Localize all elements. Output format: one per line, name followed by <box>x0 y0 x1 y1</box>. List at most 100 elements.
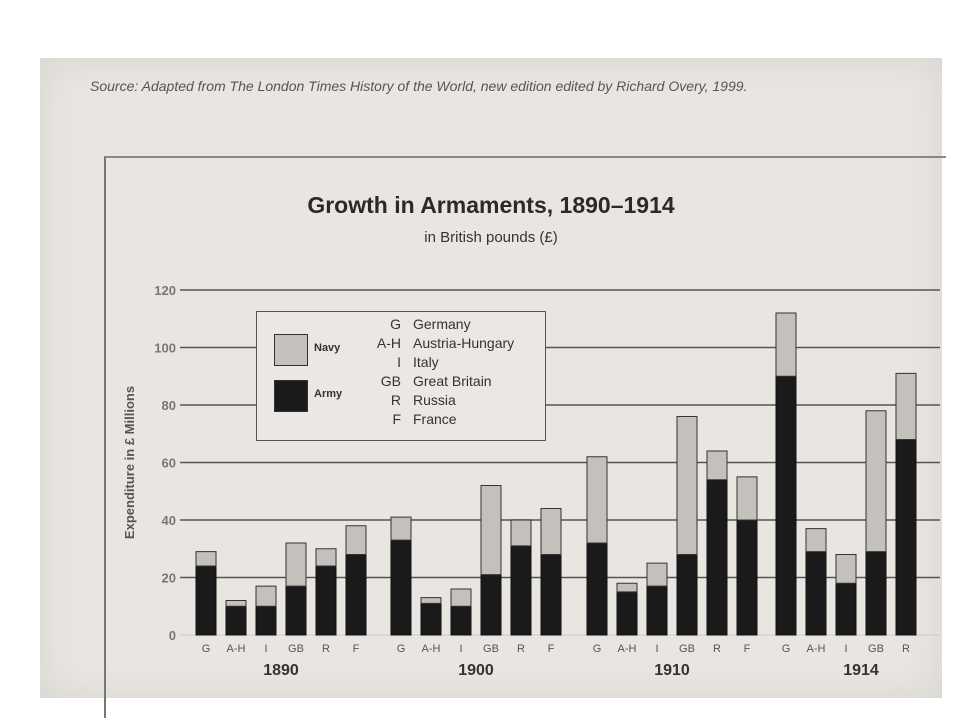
y-tick-label: 80 <box>162 398 176 413</box>
category-label: A-H <box>618 643 637 655</box>
category-label: I <box>655 643 658 655</box>
legend-key-row: A-H Austria-Hungary <box>357 335 537 354</box>
category-label: A-H <box>807 643 826 655</box>
legend-navy-swatch <box>274 334 308 366</box>
bar-army <box>390 539 412 636</box>
bar-navy <box>420 597 442 604</box>
key-name: Russia <box>413 392 456 408</box>
chart-subtitle: in British pounds (£) <box>424 229 558 246</box>
key-abbr: GB <box>380 373 401 389</box>
y-tick-label: 100 <box>154 341 176 356</box>
key-abbr: F <box>392 411 401 427</box>
key-name: France <box>413 411 457 427</box>
category-label: R <box>322 643 330 655</box>
bar-navy <box>586 456 608 544</box>
key-abbr: I <box>397 354 401 370</box>
bar-navy <box>255 585 277 607</box>
category-label: GB <box>679 643 695 655</box>
bar-navy <box>285 542 307 587</box>
bar-army <box>225 605 247 636</box>
category-label: G <box>782 643 791 655</box>
bar-army <box>805 551 827 636</box>
bar-army <box>195 565 217 636</box>
key-abbr: G <box>390 316 401 332</box>
bar-army <box>865 551 887 636</box>
bar-navy <box>805 528 827 553</box>
bar-navy <box>646 562 668 587</box>
bar-army <box>676 554 698 636</box>
category-label: G <box>593 643 602 655</box>
y-tick-label: 20 <box>162 571 176 586</box>
key-name: Great Britain <box>413 373 492 389</box>
bar-navy <box>736 476 758 521</box>
source-note: Source: Adapted from The London Times Hi… <box>90 78 748 94</box>
bar-navy <box>510 519 532 547</box>
chart-title: Growth in Armaments, 1890–1914 <box>307 192 675 218</box>
category-label: I <box>264 643 267 655</box>
category-label: GB <box>868 643 884 655</box>
bar-navy <box>865 410 887 553</box>
bar-army <box>540 554 562 636</box>
category-label: G <box>397 643 406 655</box>
category-label: R <box>713 643 721 655</box>
key-name: Austria-Hungary <box>413 335 515 351</box>
category-label: F <box>353 643 360 655</box>
bar-navy <box>345 525 367 555</box>
legend-key-row: GB Great Britain <box>357 373 537 392</box>
y-tick-label: 60 <box>162 456 176 471</box>
bar-army <box>255 605 277 636</box>
category-label: R <box>517 643 525 655</box>
bar-navy <box>315 548 337 567</box>
bar-chart: 0 20 40 60 80 100 120 Expenditure in £ Millions… <box>122 283 940 679</box>
bar-army <box>706 479 728 636</box>
bar-navy <box>195 551 217 567</box>
bar-navy <box>450 588 472 607</box>
legend-key-row: R Russia <box>357 392 537 411</box>
bar-army <box>345 554 367 636</box>
bar-navy <box>390 516 412 541</box>
y-tick-label: 0 <box>169 628 176 643</box>
bar-navy <box>676 416 698 555</box>
key-name: Germany <box>413 316 471 332</box>
category-label: R <box>902 643 910 655</box>
bar-army <box>895 439 917 636</box>
y-axis-label: Expenditure in £ Millions <box>122 386 137 539</box>
bar-navy <box>775 312 797 377</box>
group-label: 1914 <box>843 662 879 679</box>
bar-army <box>646 585 668 636</box>
bar-army <box>315 565 337 636</box>
category-label: F <box>548 643 555 655</box>
key-name: Italy <box>413 354 439 370</box>
bar-army <box>586 542 608 636</box>
bar-army <box>835 582 857 636</box>
bar-army <box>775 375 797 636</box>
legend-army-swatch <box>274 380 308 412</box>
y-tick-label: 120 <box>154 283 176 298</box>
category-label: I <box>844 643 847 655</box>
category-label: G <box>202 643 211 655</box>
bar-navy <box>616 582 638 593</box>
bar-navy <box>480 485 502 576</box>
group-label: 1910 <box>654 662 690 679</box>
bar-army <box>616 591 638 636</box>
bar-navy <box>706 450 728 481</box>
group-label: 1890 <box>263 662 299 679</box>
legend-army-label: Army <box>314 388 343 400</box>
bar-navy <box>225 600 247 607</box>
bar-navy <box>540 508 562 555</box>
chart-frame <box>104 156 946 718</box>
bar-army <box>736 519 758 636</box>
category-label: A-H <box>227 643 246 655</box>
bar-navy <box>895 372 917 440</box>
bar-navy <box>835 554 857 584</box>
bar-army <box>480 574 502 636</box>
category-label: GB <box>483 643 499 655</box>
group-label: 1900 <box>458 662 494 679</box>
category-label: GB <box>288 643 304 655</box>
legend-navy-label: Navy <box>314 342 341 354</box>
y-tick-label: 40 <box>162 513 176 528</box>
legend-key-row: G Germany <box>357 316 537 335</box>
legend-key-row: I Italy <box>357 354 537 373</box>
bar-army <box>510 545 532 636</box>
legend-box: Navy Army G Germany A-H Austria-Hungary … <box>256 311 546 441</box>
